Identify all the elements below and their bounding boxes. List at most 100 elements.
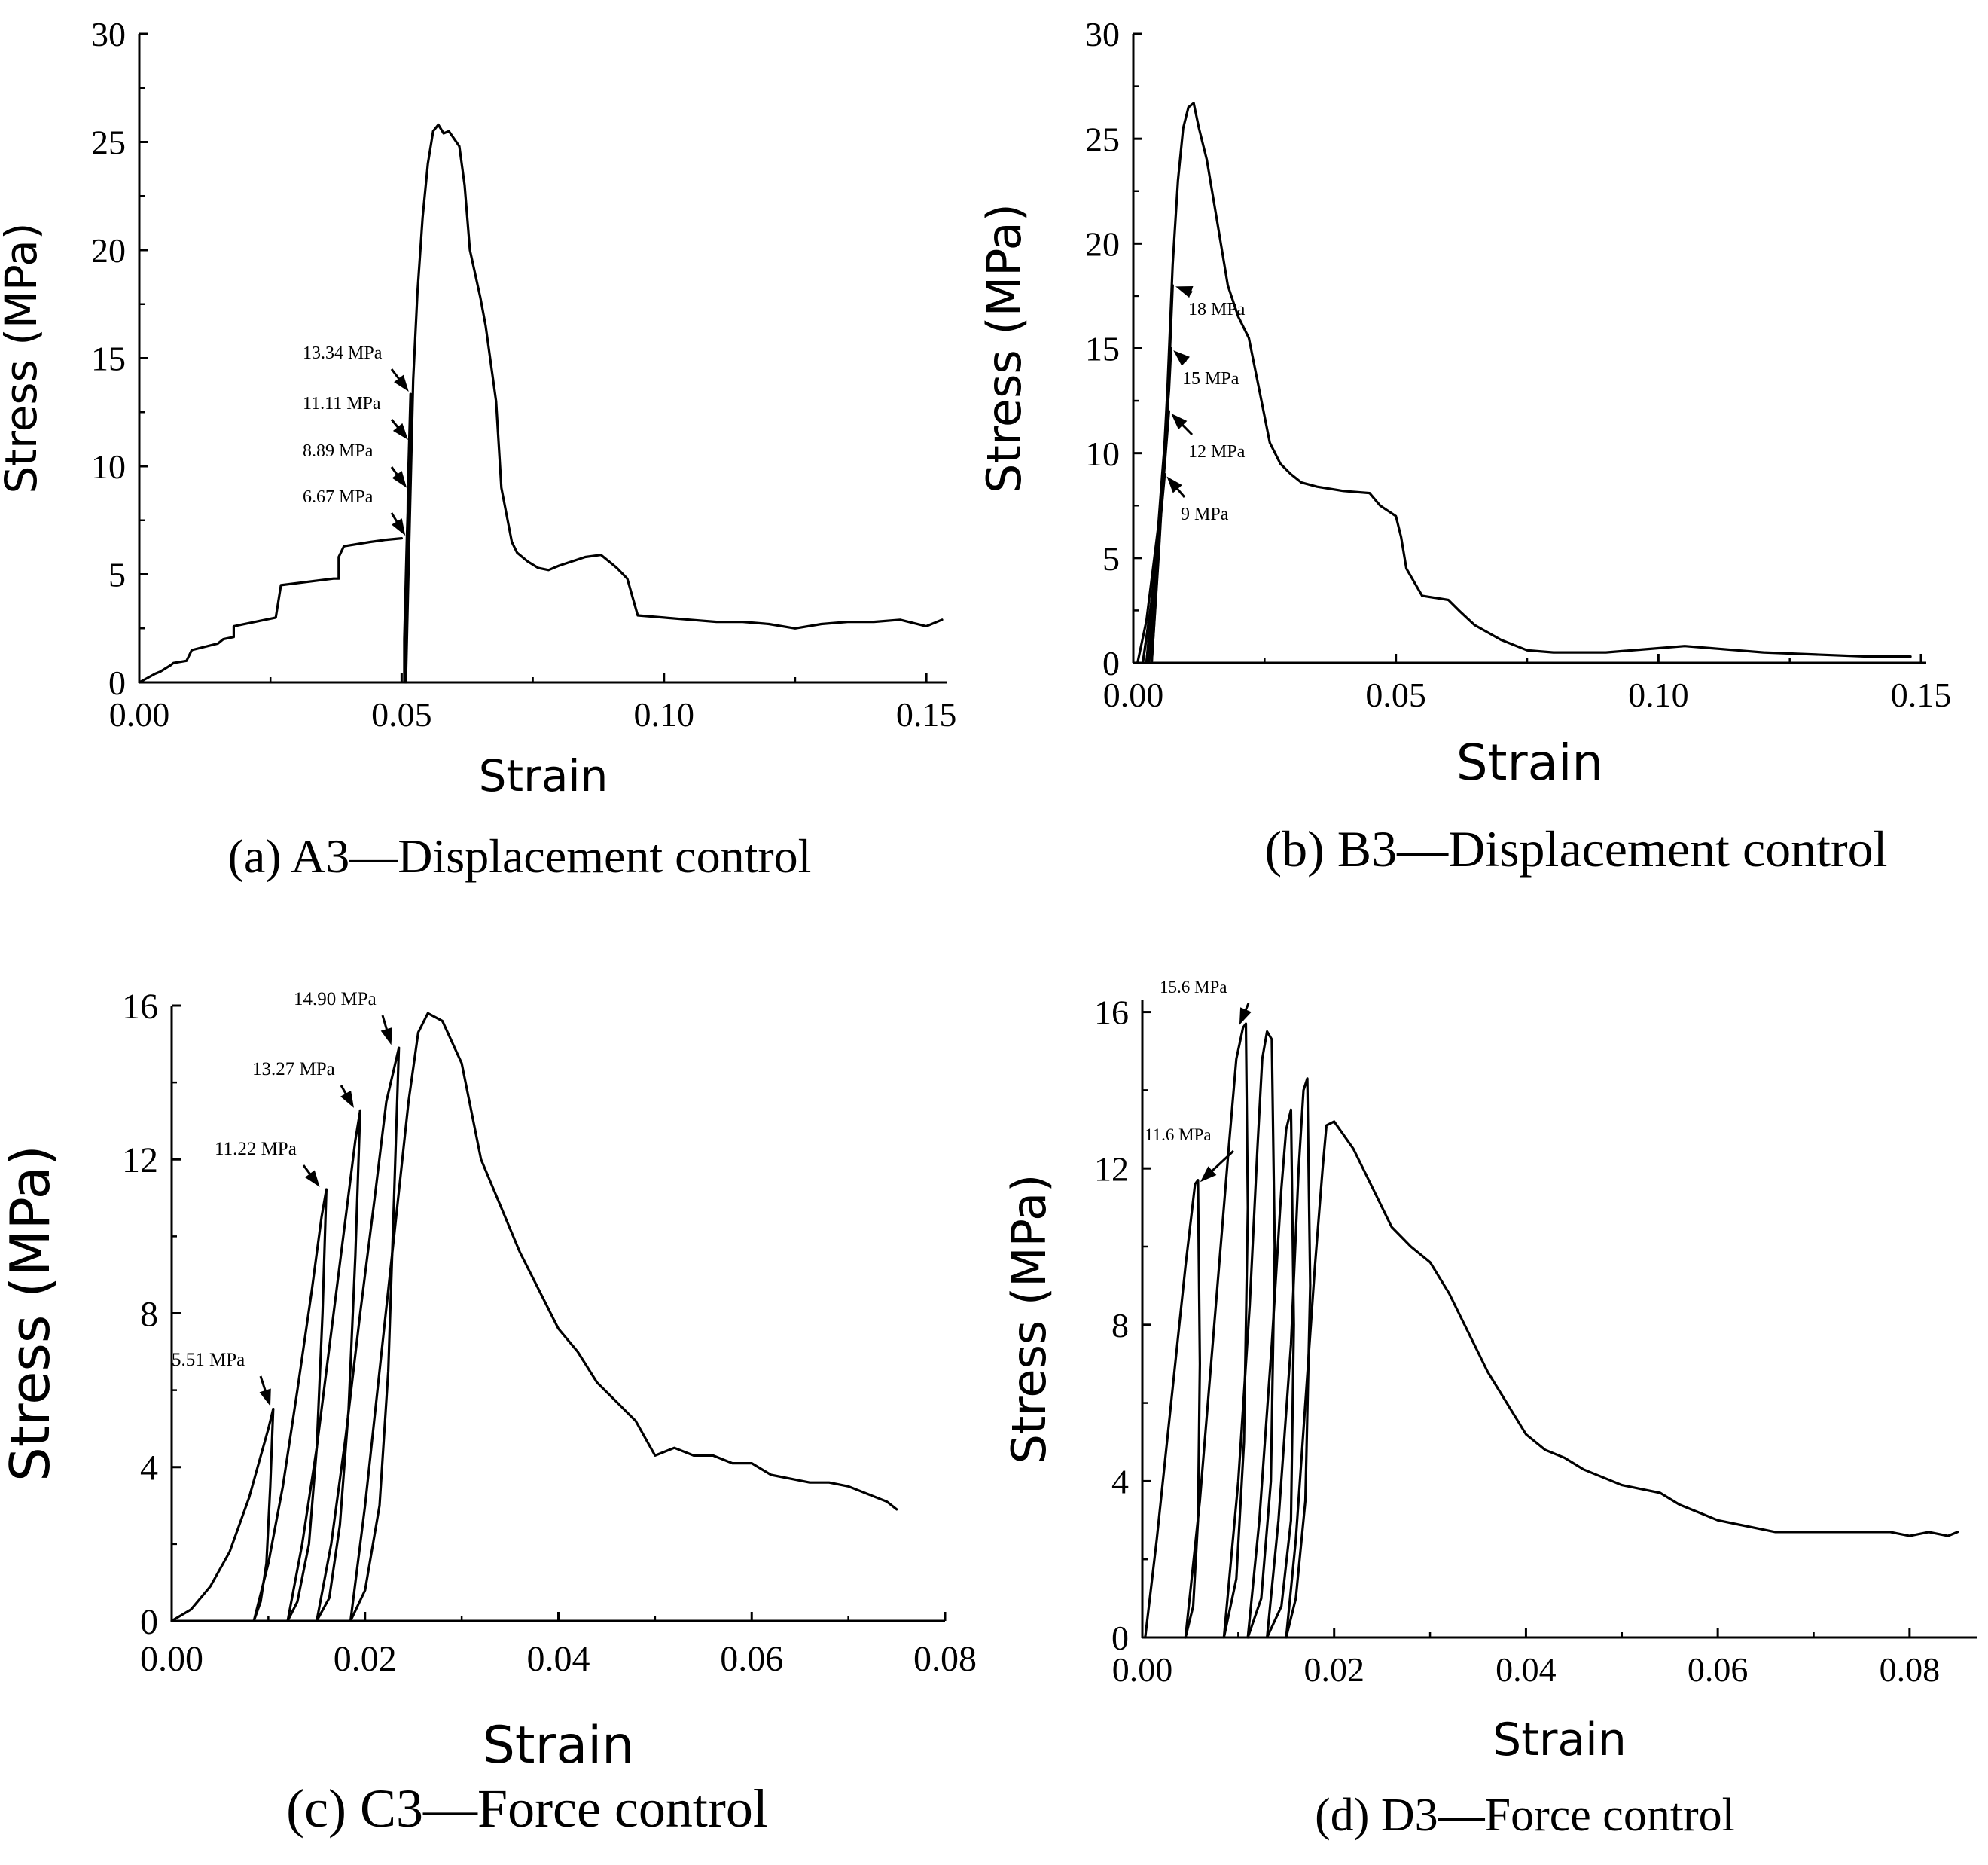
- series-line-8: [349, 1046, 401, 1622]
- annotation-label: 12 MPa: [1188, 442, 1246, 462]
- series-line-5: [1150, 102, 1912, 664]
- annotation-arrow-head: [340, 1090, 354, 1108]
- chart-panel-c: 0 4 8 12 16 0.00 0.02 0.04 0.06 0.08 Strain Stress …: [0, 987, 977, 1839]
- y-tick-label: 20: [91, 231, 126, 270]
- series-line-6: [1285, 1120, 1959, 1639]
- series-line-4: [286, 1188, 328, 1622]
- annotation-label: 11.6 MPa: [1145, 1125, 1212, 1144]
- chart-panel-a: 0 5 10 15 20 25 30 0.00 0.05 0.10 0.15 Strain Stress…: [0, 15, 956, 883]
- y-tick-label: 4: [1111, 1462, 1129, 1500]
- x-tick-label: 0.00: [1112, 1650, 1173, 1689]
- annotation-arrow-shaft: [1208, 1149, 1235, 1175]
- y-tick-label: 0: [108, 664, 126, 702]
- x-tick-label: 0.05: [1365, 676, 1426, 714]
- x-tick-label: 0.02: [1303, 1650, 1364, 1689]
- x-tick-label: 0.06: [1688, 1650, 1749, 1689]
- x-axis-title: Strain: [479, 750, 608, 801]
- series-line-1: [1144, 1179, 1202, 1639]
- x-axis-title: Strain: [1456, 734, 1604, 792]
- y-tick-label: 16: [122, 987, 158, 1027]
- x-tick-label: 0.04: [527, 1639, 590, 1679]
- annotation-arrow-head: [1239, 1007, 1252, 1025]
- chart-caption: (c) C3—Force control: [286, 1778, 768, 1839]
- x-tick-label: 0.06: [720, 1639, 783, 1679]
- annotation-label: 15.6 MPa: [1160, 978, 1227, 997]
- series-line-2: [403, 123, 944, 684]
- x-tick-label: 0.08: [913, 1639, 977, 1679]
- x-tick-label: 0.10: [1628, 676, 1689, 714]
- annotation-arrow-head: [1166, 476, 1182, 493]
- series-line-2: [252, 1407, 275, 1622]
- y-tick-label: 8: [1111, 1306, 1129, 1345]
- x-axis-title: Strain: [1493, 1714, 1627, 1766]
- y-axis-title: Stress (MPa): [0, 1145, 62, 1482]
- x-tick-label: 0.08: [1880, 1650, 1941, 1689]
- y-tick-label: 4: [140, 1448, 158, 1488]
- annotation-arrow-head: [1200, 1166, 1217, 1183]
- y-tick-label: 5: [1102, 539, 1120, 578]
- chart-caption: (a) A3—Displacement control: [228, 829, 812, 883]
- y-tick-label: 30: [1085, 15, 1120, 53]
- y-tick-label: 30: [91, 15, 126, 53]
- series-line-6: [316, 1109, 361, 1622]
- y-tick-label: 0: [1102, 644, 1120, 682]
- annotation-label: 11.22 MPa: [215, 1139, 297, 1159]
- y-tick-label: 5: [108, 556, 126, 594]
- x-tick-label: 0.04: [1496, 1650, 1557, 1689]
- series-line-2: [1184, 1022, 1249, 1639]
- x-tick-label: 0.05: [371, 695, 432, 734]
- annotation-label: 9 MPa: [1181, 505, 1229, 524]
- annotation-arrow-head: [394, 374, 409, 392]
- y-tick-label: 25: [1085, 120, 1120, 158]
- chart-panel-d: 0 4 8 12 16 0.00 0.02 0.04 0.06 0.08 Strain Stress …: [1002, 978, 1977, 1841]
- annotation-label: 18 MPa: [1188, 300, 1246, 319]
- y-tick-label: 8: [140, 1294, 158, 1334]
- x-tick-label: 0.10: [634, 695, 695, 734]
- annotation-label: 13.27 MPa: [252, 1059, 335, 1079]
- annotation-arrow-head: [392, 518, 406, 536]
- series-line-7: [316, 1046, 401, 1622]
- series-line-5: [286, 1109, 361, 1622]
- y-tick-label: 10: [1085, 435, 1120, 473]
- annotation-label: 15 MPa: [1182, 369, 1239, 389]
- series-line-4: [1246, 1108, 1295, 1639]
- y-tick-label: 12: [1094, 1149, 1129, 1188]
- y-tick-label: 12: [122, 1140, 158, 1180]
- annotation-label: 13.34 MPa: [303, 343, 383, 363]
- y-axis-title: Stress (MPa): [0, 223, 47, 494]
- chart-caption: (b) B3—Displacement control: [1264, 820, 1887, 878]
- series-line-1: [170, 1407, 275, 1622]
- annotation-label: 14.90 MPa: [294, 989, 377, 1009]
- annotation-arrow-head: [392, 423, 409, 441]
- x-tick-label: 0.00: [109, 695, 170, 734]
- x-tick-label: 0.00: [1103, 676, 1164, 714]
- chart-panel-b: 0 5 10 15 20 25 30 0.00 0.05 0.10 0.15 Strain Stress…: [977, 15, 1951, 878]
- annotation-label: 6.67 MPa: [303, 487, 374, 507]
- y-tick-label: 0: [140, 1602, 158, 1642]
- y-tick-label: 10: [91, 447, 126, 486]
- annotation-arrow-head: [1173, 350, 1190, 366]
- series-line-9: [349, 1012, 898, 1622]
- x-axis-title: Strain: [483, 1716, 634, 1775]
- y-tick-label: 15: [1085, 330, 1120, 368]
- x-tick-label: 0.00: [140, 1639, 203, 1679]
- x-tick-label: 0.15: [896, 695, 957, 734]
- y-tick-label: 0: [1111, 1619, 1129, 1657]
- annotation-arrow-head: [392, 471, 407, 488]
- y-tick-label: 25: [91, 124, 126, 162]
- y-tick-label: 16: [1094, 994, 1129, 1032]
- y-tick-label: 15: [91, 340, 126, 378]
- chart-caption: (d) D3—Force control: [1315, 1790, 1735, 1841]
- y-axis-title: Stress (MPa): [977, 203, 1032, 493]
- series-line-3: [1222, 1030, 1276, 1639]
- annotation-arrow-head: [380, 1027, 393, 1045]
- series-line-3: [252, 1188, 328, 1622]
- annotation-arrow-head: [259, 1388, 271, 1406]
- series-line-5: [1265, 1077, 1312, 1639]
- y-axis-title: Stress (MPa): [1002, 1174, 1057, 1464]
- x-tick-label: 0.02: [334, 1639, 397, 1679]
- series-line-1: [138, 536, 404, 684]
- annotation-arrow-head: [1171, 413, 1188, 430]
- y-tick-label: 20: [1085, 224, 1120, 263]
